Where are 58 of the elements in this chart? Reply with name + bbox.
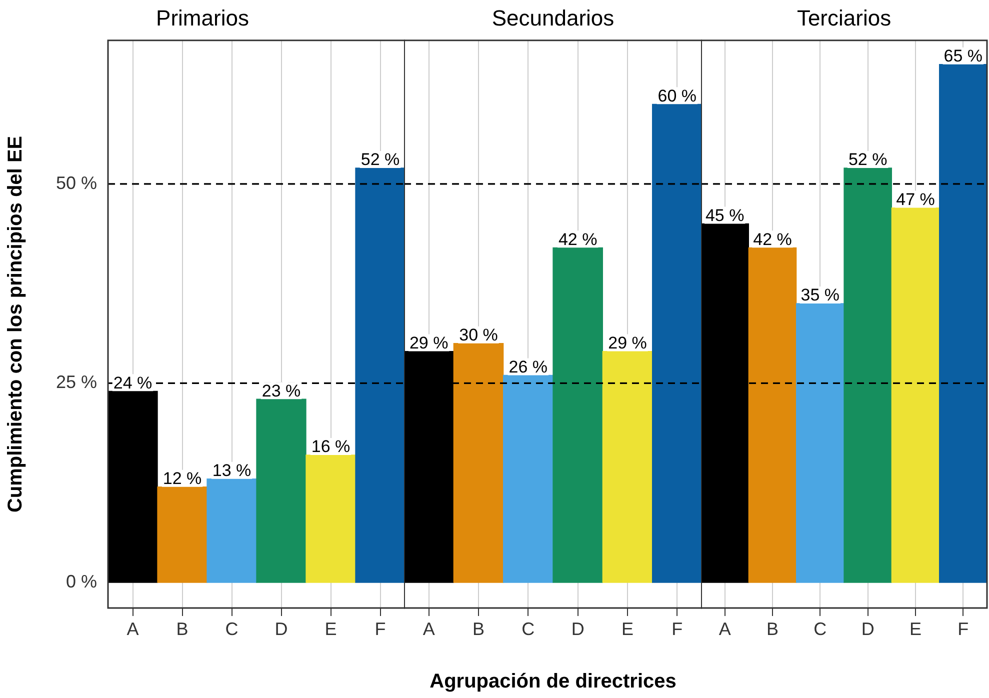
- data-label: 45 %: [705, 206, 744, 225]
- x-tick-label: B: [472, 618, 485, 639]
- x-tick-label: E: [324, 618, 337, 639]
- data-label: 60 %: [658, 86, 697, 106]
- x-tick-label: A: [718, 618, 731, 639]
- data-label: 30 %: [459, 326, 498, 345]
- data-label: 52 %: [848, 150, 888, 170]
- data-label: 29 %: [409, 333, 448, 352]
- y-tick-label: 50 %: [56, 172, 97, 193]
- x-tick-label: D: [861, 618, 874, 639]
- data-label: 29 %: [608, 333, 647, 352]
- y-tick-label: 25 %: [56, 372, 97, 392]
- x-tick-label: F: [374, 618, 386, 639]
- bar: [552, 247, 603, 583]
- data-label: 23 %: [262, 381, 301, 400]
- x-axis-title: Agrupación de directrices: [430, 670, 676, 693]
- bar: [157, 486, 208, 583]
- data-label: 24 %: [113, 373, 152, 392]
- chart-title: Secundarios: [492, 5, 614, 30]
- data-label: 52 %: [360, 150, 400, 170]
- data-label: 12 %: [162, 469, 202, 488]
- x-tick-label: C: [225, 618, 238, 639]
- x-tick-label: D: [274, 618, 288, 639]
- data-label: 35 %: [800, 286, 840, 305]
- data-label: 42 %: [558, 230, 598, 249]
- x-tick-label: B: [766, 618, 779, 639]
- bar: [453, 343, 504, 583]
- chart-title: Primarios: [156, 5, 249, 30]
- data-label: 26 %: [508, 357, 548, 376]
- y-axis-title: Cumplimiento con los principios del EE: [4, 136, 27, 513]
- x-tick-label: A: [126, 618, 139, 639]
- x-tick-label: F: [672, 618, 683, 639]
- x-tick-label: A: [422, 618, 435, 639]
- x-tick-label: C: [814, 618, 827, 639]
- x-tick-label: D: [571, 618, 584, 639]
- bar: [108, 390, 158, 583]
- bar: [844, 168, 892, 583]
- data-label: 42 %: [753, 230, 792, 249]
- bar: [306, 454, 356, 583]
- bar: [503, 374, 554, 583]
- x-tick-label: C: [522, 618, 535, 639]
- bar: [939, 64, 987, 583]
- data-label: 13 %: [212, 461, 252, 480]
- data-label: 16 %: [311, 437, 350, 456]
- chart-title: Terciarios: [796, 5, 892, 30]
- bar: [891, 207, 940, 583]
- bar: [206, 478, 257, 583]
- x-tick-label: E: [909, 618, 922, 639]
- x-tick-label: B: [176, 618, 188, 639]
- data-label: 65 %: [944, 46, 983, 66]
- bar: [256, 398, 306, 583]
- bar: [748, 247, 797, 583]
- bar: [602, 350, 653, 583]
- y-tick-label: 0 %: [66, 571, 97, 592]
- bar: [796, 303, 844, 583]
- data-label: 47 %: [896, 190, 935, 209]
- x-tick-label: E: [621, 618, 634, 639]
- x-tick-label: F: [958, 618, 969, 639]
